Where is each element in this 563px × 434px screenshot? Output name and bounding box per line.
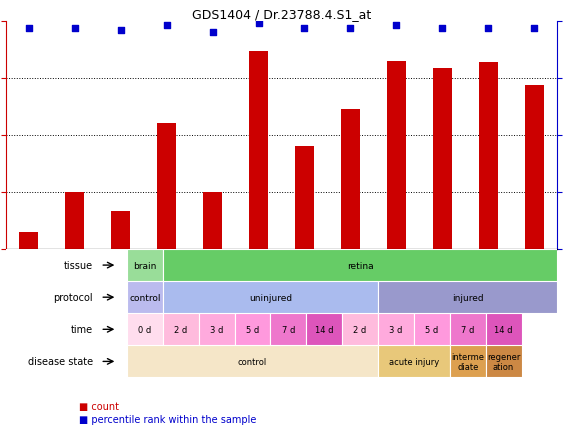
Bar <box>341 110 360 250</box>
Bar <box>525 86 544 250</box>
Text: acute injury: acute injury <box>389 357 439 366</box>
Text: 0 d: 0 d <box>138 325 151 334</box>
Point <box>208 30 217 36</box>
Bar <box>111 211 129 250</box>
Text: 2 d: 2 d <box>174 325 187 334</box>
Text: regener
ation: regener ation <box>487 352 520 371</box>
Bar <box>479 63 498 250</box>
Point <box>484 25 493 32</box>
Point <box>70 25 79 32</box>
Bar <box>434 69 452 250</box>
Bar <box>270 313 306 345</box>
Text: 7 d: 7 d <box>282 325 295 334</box>
Bar <box>127 282 163 313</box>
Text: ■ percentile rank within the sample: ■ percentile rank within the sample <box>79 414 256 424</box>
Bar <box>378 345 450 378</box>
Bar <box>295 147 314 250</box>
Bar <box>450 345 486 378</box>
Bar <box>342 313 378 345</box>
Text: injured: injured <box>452 293 484 302</box>
Bar <box>163 313 199 345</box>
Text: 5 d: 5 d <box>246 325 259 334</box>
Bar <box>157 124 176 250</box>
Bar <box>387 62 405 250</box>
Point <box>254 20 263 27</box>
Point <box>162 23 171 30</box>
Text: retina: retina <box>347 261 373 270</box>
Text: disease state: disease state <box>28 357 93 367</box>
Text: control: control <box>129 293 160 302</box>
Bar <box>249 52 268 250</box>
Bar <box>378 313 414 345</box>
Bar <box>65 193 84 250</box>
Text: 2 d: 2 d <box>354 325 367 334</box>
Title: GDS1404 / Dr.23788.4.S1_at: GDS1404 / Dr.23788.4.S1_at <box>192 7 371 20</box>
Text: brain: brain <box>133 261 157 270</box>
Point <box>24 25 33 32</box>
Bar <box>486 345 521 378</box>
Bar <box>127 345 378 378</box>
Bar <box>235 313 270 345</box>
Point <box>346 25 355 32</box>
Point <box>300 25 309 32</box>
Point <box>438 25 447 32</box>
Text: tissue: tissue <box>64 260 93 270</box>
Bar <box>414 313 450 345</box>
Bar <box>19 232 38 250</box>
Point <box>392 23 401 30</box>
Text: 3 d: 3 d <box>210 325 224 334</box>
Bar <box>203 193 222 250</box>
Text: uninjured: uninjured <box>249 293 292 302</box>
Text: 14 d: 14 d <box>494 325 513 334</box>
Bar <box>378 282 557 313</box>
Text: interme
diate: interme diate <box>451 352 484 371</box>
Bar <box>486 313 521 345</box>
Text: 14 d: 14 d <box>315 325 333 334</box>
Bar <box>450 313 486 345</box>
Bar <box>199 313 235 345</box>
Bar <box>127 313 163 345</box>
Point <box>116 27 125 34</box>
Point <box>530 25 539 32</box>
Bar <box>163 282 378 313</box>
Text: 5 d: 5 d <box>425 325 439 334</box>
Text: 7 d: 7 d <box>461 325 475 334</box>
Text: ■ count: ■ count <box>79 401 119 411</box>
Bar <box>127 250 163 282</box>
Text: time: time <box>71 325 93 335</box>
Text: 3 d: 3 d <box>389 325 403 334</box>
Bar <box>306 313 342 345</box>
Text: control: control <box>238 357 267 366</box>
Text: protocol: protocol <box>53 293 93 302</box>
